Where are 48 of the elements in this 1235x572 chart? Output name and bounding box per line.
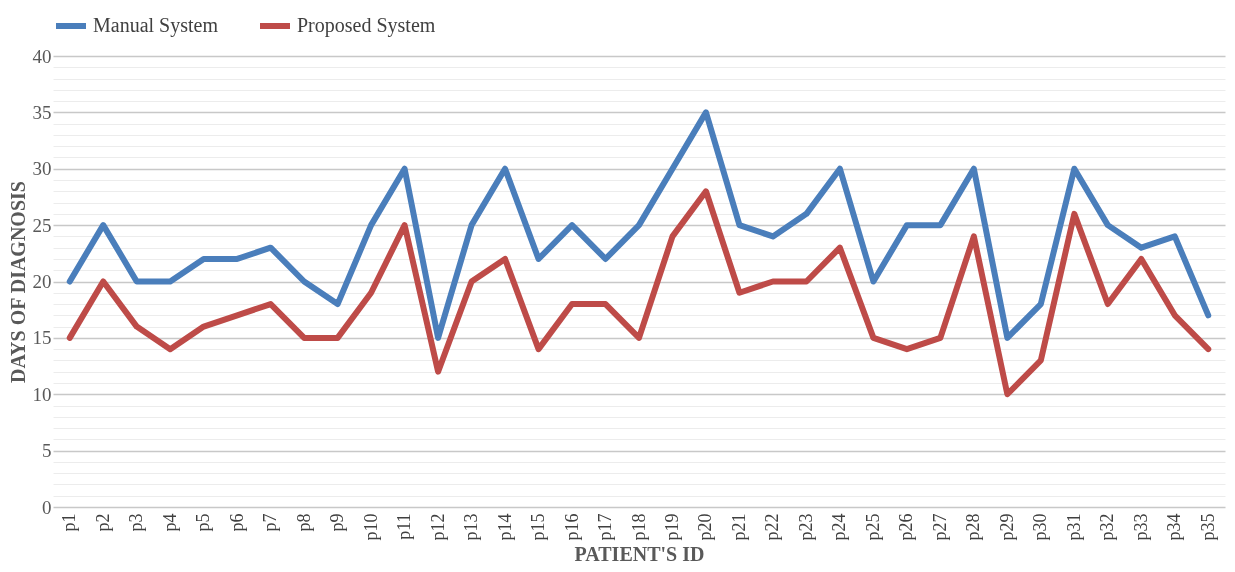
y-tick-label: 0 [42, 496, 52, 518]
x-axis-title: PATIENT'S ID [574, 542, 705, 565]
y-tick-label: 35 [32, 101, 52, 123]
x-tick-label: p12 [427, 513, 448, 541]
legend-label: Manual System [93, 14, 219, 37]
y-tick-label: 20 [32, 271, 52, 292]
x-tick-label: p20 [695, 513, 716, 541]
x-tick-label: p18 [628, 513, 649, 541]
x-tick-label: p27 [929, 513, 950, 541]
x-tick-label: p22 [762, 513, 783, 541]
x-tick-label: p26 [896, 513, 917, 541]
x-tick-label: p34 [1164, 513, 1185, 541]
x-tick-label: p10 [360, 513, 381, 541]
x-tick-label: p7 [260, 513, 281, 532]
x-tick-label: p1 [59, 513, 80, 532]
x-tick-label: p33 [1130, 513, 1151, 541]
x-tick-label: p5 [193, 513, 214, 532]
x-tick-label: p24 [829, 513, 850, 541]
x-tick-label: p35 [1197, 513, 1218, 541]
x-tick-label: p19 [661, 513, 682, 541]
x-tick-label: p13 [461, 513, 482, 541]
x-tick-label: p15 [528, 513, 549, 541]
y-tick-label: 5 [42, 440, 52, 462]
x-tick-label: p9 [327, 513, 348, 532]
legend-label: Proposed System [297, 14, 436, 37]
y-tick-label: 15 [32, 327, 52, 349]
x-tick-label: p16 [561, 513, 582, 541]
x-tick-label: p14 [494, 513, 515, 541]
y-axis-title: DAYS OF DIAGNOSIS [6, 181, 29, 383]
x-tick-label: p8 [293, 513, 314, 532]
x-tick-label: p29 [996, 513, 1017, 541]
x-tick-label: p23 [795, 513, 816, 541]
x-tick-label: p2 [92, 513, 113, 532]
x-tick-label: p21 [728, 513, 749, 541]
x-tick-label: p11 [394, 513, 415, 540]
x-tick-label: p6 [226, 513, 247, 532]
x-tick-label: p25 [862, 513, 883, 541]
x-tick-label: p30 [1030, 513, 1051, 541]
y-tick-label: 10 [32, 383, 52, 405]
x-tick-label: p32 [1097, 513, 1118, 541]
y-tick-label: 40 [32, 45, 52, 67]
x-tick-label: p3 [126, 513, 147, 532]
x-tick-label: p31 [1063, 513, 1084, 541]
x-tick-label: p28 [963, 513, 984, 541]
y-tick-label: 25 [32, 214, 52, 236]
x-tick-label: p17 [595, 513, 616, 541]
x-tick-label: p4 [159, 513, 180, 532]
y-tick-label: 30 [32, 158, 52, 180]
